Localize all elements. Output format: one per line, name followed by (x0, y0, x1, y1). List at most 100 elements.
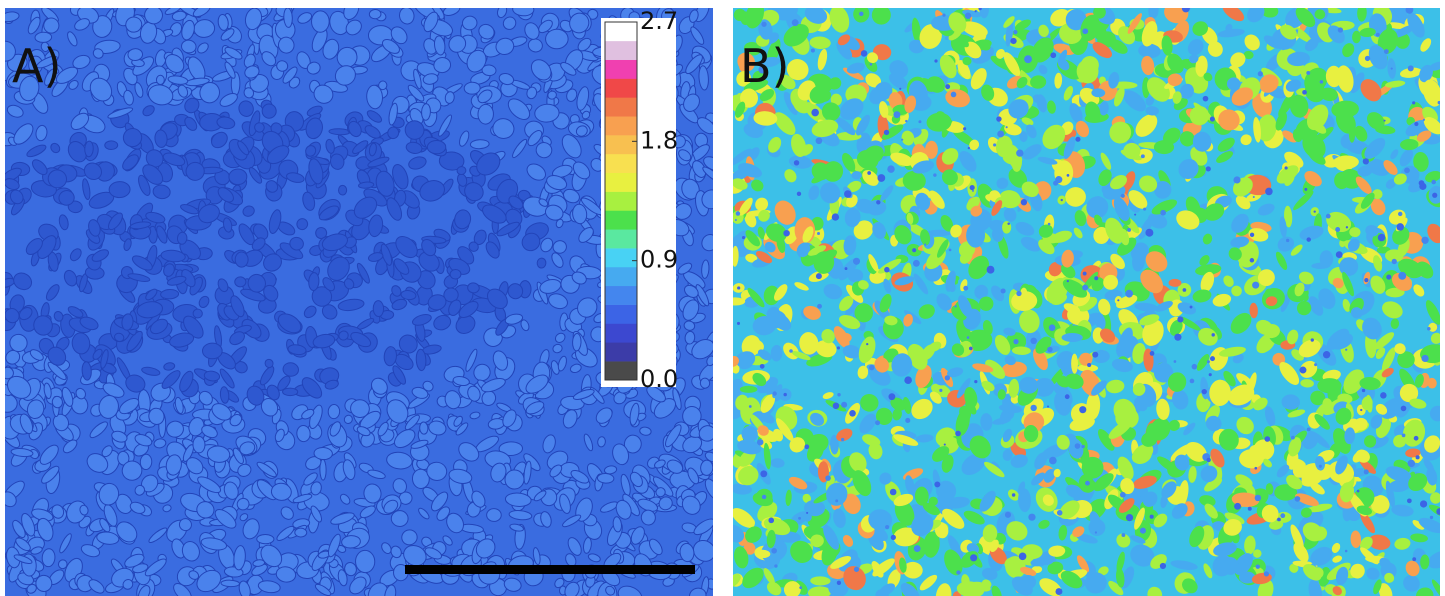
cell (1275, 485, 1291, 494)
cell (1021, 544, 1043, 560)
cell (1223, 518, 1242, 536)
cell (1153, 513, 1168, 528)
cell (562, 514, 582, 528)
cell (1069, 416, 1095, 432)
cell (160, 288, 180, 300)
cell (108, 181, 131, 199)
cell (1179, 83, 1194, 99)
cell (691, 339, 713, 360)
cell (903, 313, 913, 327)
cell (733, 483, 752, 495)
cell (198, 295, 210, 309)
speckle (1314, 363, 1318, 367)
cell (122, 579, 134, 590)
cell (735, 101, 746, 118)
cell (893, 493, 914, 507)
cell (736, 71, 752, 87)
speckle (789, 349, 793, 353)
cell (324, 379, 339, 390)
cell (972, 363, 994, 373)
cell (527, 38, 543, 53)
speckle (1390, 67, 1393, 70)
cell (1015, 221, 1035, 236)
speckle (893, 111, 901, 119)
colorbar-tick-label: 0.0 (640, 365, 678, 393)
speckle (1422, 118, 1426, 121)
speckle (759, 363, 765, 369)
cell (305, 145, 317, 157)
speckle (899, 87, 902, 90)
cell (551, 252, 564, 268)
speckle (876, 200, 881, 205)
cell (1364, 435, 1377, 448)
cell (1020, 236, 1041, 252)
cell (1423, 458, 1435, 473)
speckle (783, 392, 787, 397)
speckle (1117, 299, 1120, 302)
cell (322, 277, 335, 292)
cell (1103, 274, 1119, 290)
cell (1405, 119, 1428, 137)
cell (265, 180, 279, 193)
cell (448, 468, 473, 484)
cell (1033, 348, 1048, 371)
cell (1067, 438, 1084, 459)
cell (1031, 37, 1054, 63)
cell (821, 102, 841, 121)
cell (1145, 251, 1168, 272)
cell (1335, 407, 1352, 425)
cell (868, 442, 883, 460)
speckle (1322, 351, 1331, 359)
cell (297, 12, 313, 24)
speckle (1437, 100, 1440, 105)
speckle (901, 138, 904, 141)
cell (1402, 419, 1426, 447)
cell (733, 148, 752, 166)
speckle (1206, 360, 1210, 364)
cell (1008, 378, 1020, 398)
cell (27, 16, 41, 35)
cell (15, 537, 31, 552)
cell (198, 204, 220, 224)
cell (329, 153, 345, 170)
cell (404, 414, 420, 431)
cell (280, 506, 294, 520)
speckle (1401, 433, 1406, 438)
cell (383, 499, 399, 514)
speckle (934, 481, 941, 488)
cell (1318, 288, 1336, 309)
cell (807, 245, 827, 256)
cell (469, 139, 490, 150)
cell (452, 375, 470, 387)
cell (305, 117, 323, 140)
speckle (1398, 271, 1407, 280)
cell (350, 332, 372, 348)
cell (328, 128, 351, 136)
cell (481, 64, 497, 77)
cell (809, 36, 831, 49)
speckle (1234, 502, 1242, 510)
cell (871, 8, 891, 25)
cell (386, 197, 403, 221)
cell (985, 359, 1006, 379)
cell (928, 496, 938, 506)
cell (278, 36, 295, 54)
cell (748, 518, 755, 528)
cell (902, 170, 926, 191)
speckle (1092, 351, 1099, 358)
cell (1167, 73, 1183, 87)
cell (61, 386, 74, 407)
cell (794, 282, 809, 291)
cell (862, 434, 881, 447)
speckle (887, 165, 895, 173)
speckle (1177, 316, 1184, 323)
cell (1060, 570, 1083, 589)
speckle (1363, 469, 1369, 475)
cell (555, 218, 564, 229)
cell (695, 284, 710, 307)
cell (952, 129, 976, 147)
cell (1172, 389, 1189, 410)
cell (507, 283, 524, 300)
cell (359, 505, 376, 519)
cell (783, 581, 801, 596)
